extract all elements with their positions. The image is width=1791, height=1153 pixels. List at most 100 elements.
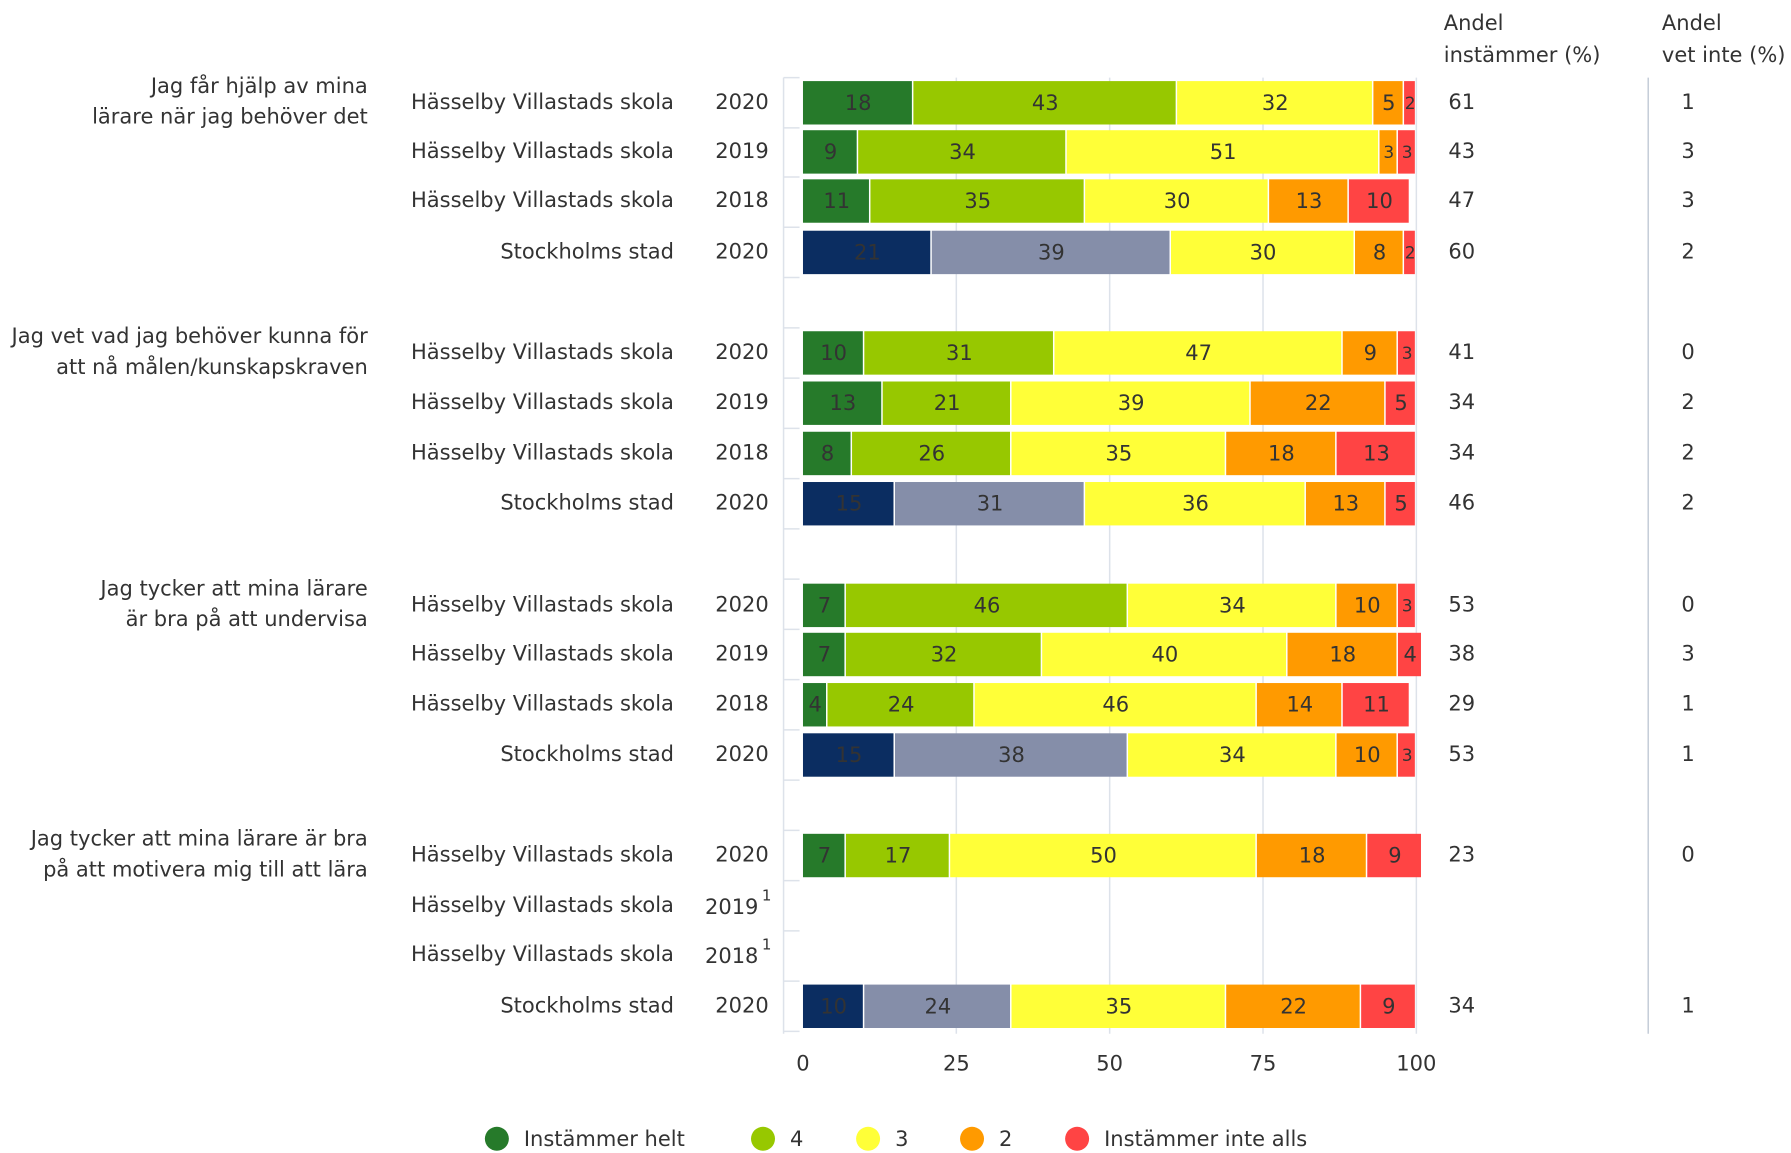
bar-value-label: 10 <box>1366 189 1393 213</box>
legend-marker <box>1065 1126 1090 1151</box>
bar-value-label: 18 <box>1268 441 1295 465</box>
bar-value-label: 7 <box>818 844 831 868</box>
row-label: Hässelby Villastads skola <box>411 390 674 414</box>
bar-value-label: 39 <box>1118 391 1145 415</box>
bar-segment <box>1397 331 1415 375</box>
bar-segment <box>1256 683 1342 727</box>
group-label: lärare när jag behöver det <box>92 105 368 129</box>
column-value: 47 <box>1448 188 1475 212</box>
year-label: 2020 <box>715 993 768 1017</box>
column-value: 38 <box>1448 641 1475 665</box>
column-value: 53 <box>1448 742 1475 766</box>
bar-segment <box>827 683 974 727</box>
bar-segment <box>1342 331 1397 375</box>
year-label: 2020 <box>715 843 768 867</box>
bar-segment <box>1085 482 1305 526</box>
bar-segment <box>931 230 1170 275</box>
column-value: 2 <box>1681 239 1694 263</box>
column-value: 0 <box>1681 340 1694 364</box>
bar-value-label: 13 <box>1332 492 1359 516</box>
bar-value-label: 11 <box>823 189 850 213</box>
year-label: 2019 <box>705 895 758 919</box>
bar-value-label: 7 <box>818 593 831 617</box>
bar-value-label: 24 <box>888 693 915 717</box>
bar-value-label: 5 <box>1394 492 1407 516</box>
column-value: 2 <box>1681 440 1694 464</box>
bar-segment <box>894 733 1127 777</box>
bar-segment <box>802 81 912 125</box>
bar-value-label: 34 <box>949 140 976 164</box>
bar-segment <box>802 179 869 223</box>
bar-segment <box>1355 230 1403 275</box>
row-label: Hässelby Villastads skola <box>411 893 674 917</box>
column-value: 1 <box>1681 993 1694 1017</box>
bar-segment <box>802 984 863 1028</box>
bar-segment <box>1404 81 1415 125</box>
year-label: 2020 <box>715 90 768 114</box>
bar-value-label: 32 <box>931 642 958 666</box>
bar-value-label: 34 <box>1219 743 1246 767</box>
bar-value-label: 3 <box>1402 344 1413 364</box>
bar-value-label: 7 <box>818 642 831 666</box>
column-header: instämmer (%) <box>1444 43 1601 67</box>
legend-marker <box>484 1126 509 1151</box>
bar-value-label: 30 <box>1164 189 1191 213</box>
bar-segment <box>1177 81 1372 125</box>
year-note: 1 <box>762 935 772 953</box>
bar-segment <box>1226 431 1336 476</box>
column-value: 29 <box>1448 692 1475 716</box>
bar-value-label: 31 <box>946 341 973 365</box>
bar-segment <box>845 833 949 878</box>
legend-marker <box>960 1126 985 1151</box>
column-value: 1 <box>1681 692 1694 716</box>
bar-value-label: 43 <box>1032 91 1059 115</box>
year-label: 2020 <box>715 340 768 364</box>
year-label: 2019 <box>715 641 768 665</box>
bar-value-label: 21 <box>854 240 881 264</box>
group-label: Jag vet vad jag behöver kunna för <box>10 324 369 348</box>
bar-value-label: 9 <box>1382 994 1395 1018</box>
bar-segment <box>1054 331 1342 375</box>
column-value: 34 <box>1448 390 1475 414</box>
year-label: 2020 <box>715 592 768 616</box>
column-value: 0 <box>1681 843 1694 867</box>
bar-segment <box>802 130 857 174</box>
bar-segment <box>1385 381 1415 425</box>
year-label: 2018 <box>715 188 768 212</box>
bar-value-label: 35 <box>1105 994 1132 1018</box>
bar-segment <box>802 381 882 425</box>
bar-segment <box>1397 733 1415 777</box>
bar-value-label: 8 <box>821 441 834 465</box>
column-value: 53 <box>1448 592 1475 616</box>
bar-value-label: 35 <box>1105 441 1132 465</box>
group-label: Jag tycker att mina lärare <box>98 576 367 600</box>
column-value: 23 <box>1448 843 1475 867</box>
year-label: 2020 <box>715 239 768 263</box>
bar-value-label: 18 <box>1299 844 1326 868</box>
bar-segment <box>802 583 845 628</box>
legend-label: 3 <box>895 1127 908 1151</box>
legend-label: 4 <box>790 1127 803 1151</box>
column-value: 41 <box>1448 340 1475 364</box>
bar-value-label: 22 <box>1280 994 1307 1018</box>
bar-value-label: 38 <box>998 743 1025 767</box>
bar-value-label: 13 <box>829 391 856 415</box>
bar-segment <box>864 984 1011 1028</box>
year-label: 2019 <box>715 139 768 163</box>
bar-value-label: 35 <box>964 189 991 213</box>
column-value: 60 <box>1448 239 1475 263</box>
bar-segment <box>1379 130 1397 174</box>
row-label: Hässelby Villastads skola <box>411 440 674 464</box>
column-value: 2 <box>1681 390 1694 414</box>
bar-value-label: 3 <box>1402 596 1413 616</box>
column-value: 3 <box>1681 139 1694 163</box>
bar-segment <box>1361 984 1415 1028</box>
row-label: Hässelby Villastads skola <box>411 139 674 163</box>
year-label: 2020 <box>715 491 768 515</box>
bar-value-label: 2 <box>1405 243 1416 263</box>
bar-segment <box>870 179 1084 223</box>
group-label: att nå målen/kunskapskraven <box>56 354 368 379</box>
column-value: 3 <box>1681 641 1694 665</box>
bar-value-label: 5 <box>1394 391 1407 415</box>
bar-segment <box>802 833 845 878</box>
